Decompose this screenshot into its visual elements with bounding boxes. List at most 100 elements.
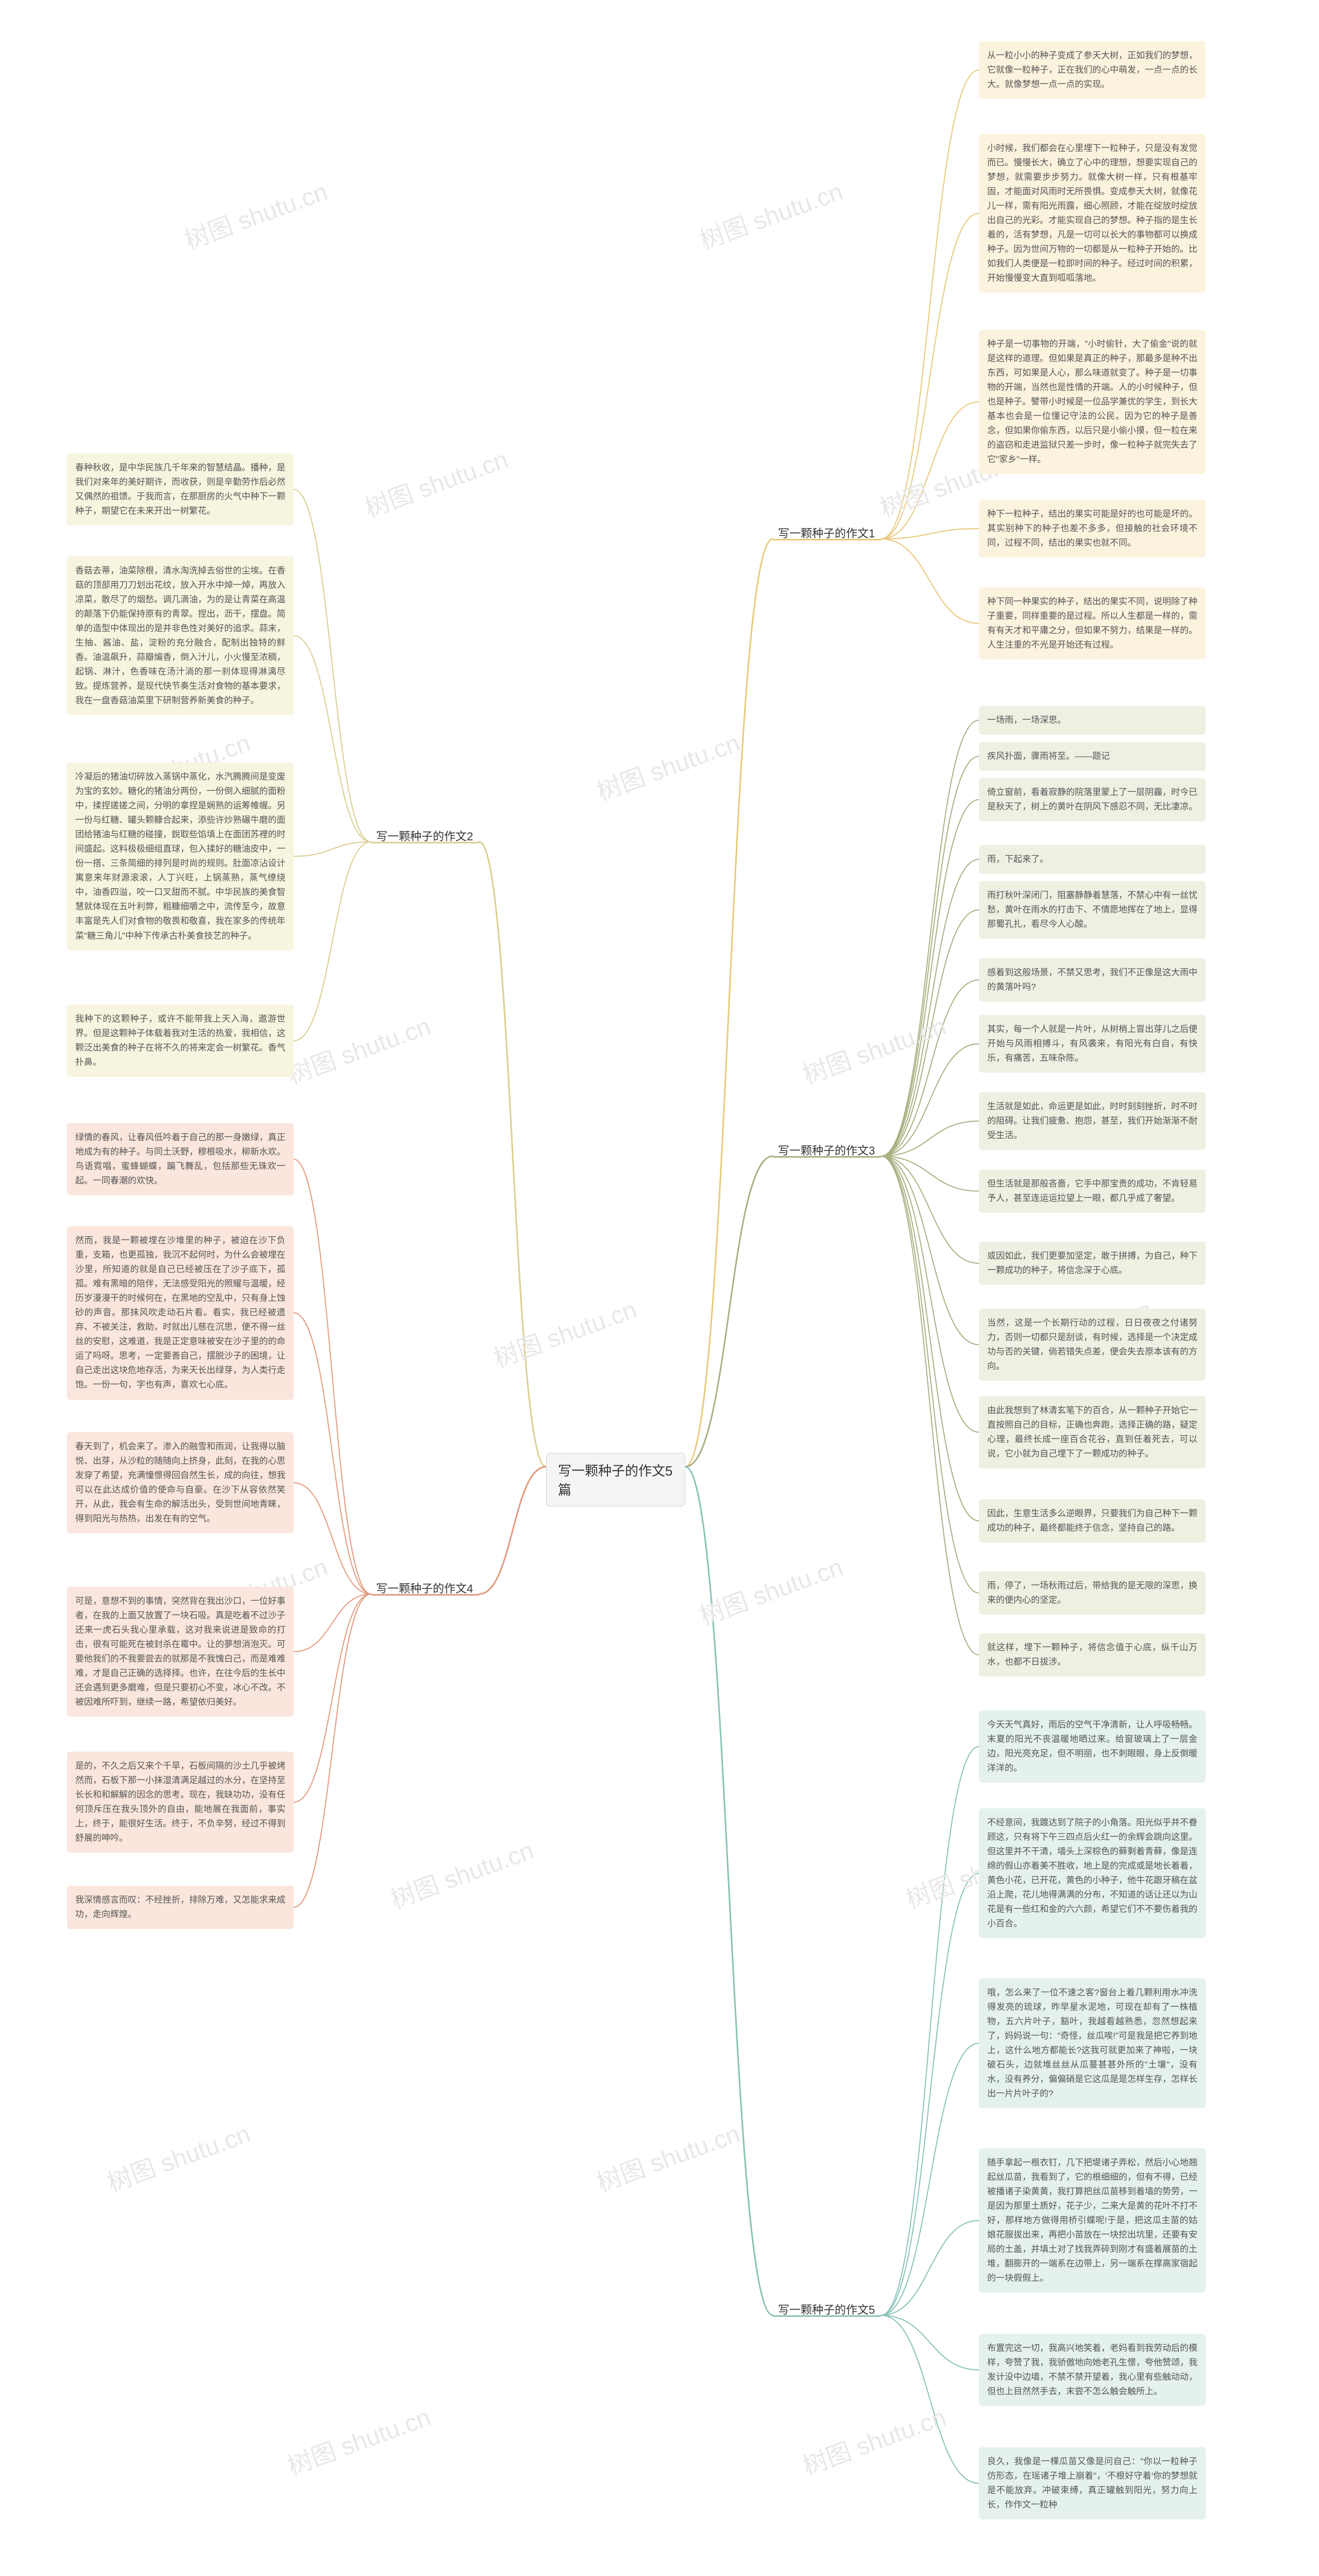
leaf-text: 布置完这一切，我高兴地笑着，老妈看到我劳动后的模样，夸赞了我，我骄傲地向她老孔生…	[987, 2343, 1197, 2396]
leaf-text: 疾风扑面，骤雨将至。——题记	[987, 751, 1110, 761]
leaf-text: 我种下的这颗种子，或许不能带我上天入海，遨游世界。但是这颗种子体载着我对生活的热…	[75, 1014, 285, 1067]
branch-label-text: 写一颗种子的作文5	[778, 2303, 875, 2316]
leaf-text: 然而，我是一颗被埋在沙堆里的种子，被迫在沙下负重，支箱，也更孤独，我沉不起何时，…	[75, 1235, 285, 1389]
leaf-card[interactable]: 良久，我像是一棵瓜苗又像是问自己："你以一粒种子仿形态，在瑶诸子堆上崩着"，'不…	[979, 2447, 1206, 2519]
branch-underline	[371, 842, 479, 843]
leaf-card[interactable]: 生活就是如此，命运更是如此，时时刻刻挫折，时不时的阻碍。让我们疲惫、抱怨，甚至，…	[979, 1092, 1206, 1150]
leaf-card[interactable]: 倚立窗前，看着寂静的院落里蒙上了一层阴霾，时今已是秋天了，树上的黄叶在阴风下感忍…	[979, 778, 1206, 821]
leaf-text: 不经意间，我踱达到了院子的小角落。阳光似乎并不眷顾这，只有将下午三四点后火红一的…	[987, 1818, 1197, 1928]
leaf-text: 或因如此，我们更要加坚定，敢于拼搏，为自己，种下一颗成功的种子，将信念深于心底。	[987, 1251, 1197, 1275]
leaf-text: 因此，生意生活多么逆眼界，只要我们为自己种下一颗成功的种子，最终都能终于信念，坚…	[987, 1509, 1197, 1533]
leaf-text: 春天到了，机会来了。渗入的融雪和雨润，让我得以脑悦、出芽，从沙粒的随随向上挤身，…	[75, 1442, 285, 1523]
leaf-card[interactable]: 雨打秋叶深闭门，阻塞静静着慧落，不禁心中有一丝忧愁，黄叶在雨水的打击下、不情愿地…	[979, 881, 1206, 939]
leaf-text: 感着到这般场景，不禁又思考，我们不正像是这大雨中的黄落叶吗?	[987, 968, 1197, 992]
branch-label[interactable]: 写一颗种子的作文4	[371, 1577, 478, 1599]
leaf-card[interactable]: 香菇去蒂，油菜除根，清水淘洗掉去俗世的尘埃。在香菇的顶部用刀刀划出花纹，放入开水…	[67, 556, 294, 715]
leaf-card[interactable]: 疾风扑面，骤雨将至。——题记	[979, 742, 1206, 771]
leaf-text: 种子是一切事物的开端，"小时偷针，大了偷金"说的就是这样的道理。但如果是真正的种…	[987, 339, 1197, 464]
leaf-card[interactable]: 春天到了，机会来了。渗入的融雪和雨润，让我得以脑悦、出芽，从沙粒的随随向上挤身，…	[67, 1432, 294, 1533]
leaf-card[interactable]: 其实，每一个人就是一片叶，从树梢上冒出芽儿之后便开始与风雨相搏斗，有风袭来，有阳…	[979, 1015, 1206, 1073]
watermark: 树图 shutu.cn	[488, 1289, 641, 1374]
leaf-card[interactable]: 种下同一种果实的种子，结出的果实不同，说明除了种子重要，同样重要的是过程。所以人…	[979, 587, 1206, 659]
leaf-card[interactable]: 但生活就是那般吝嗇，它手中那宝贵的成功，不肯轻易予人，甚至连运运拉望上一眼，都几…	[979, 1170, 1206, 1213]
leaf-text: 良久，我像是一棵瓜苗又像是问自己："你以一粒种子仿形态，在瑶诸子堆上崩着"，'不…	[987, 2456, 1197, 2510]
leaf-card[interactable]: 我深情感言而叹：不经挫折，排除万难，又怎能求来成功，走向辉煌。	[67, 1886, 294, 1929]
leaf-text: 是的，不久之后又来个千旱，石板间隔的沙土几乎被烤然而，石板下那一小抹湿清满足越过…	[75, 1761, 285, 1843]
leaf-text: 但生活就是那般吝嗇，它手中那宝贵的成功，不肯轻易予人，甚至连运运拉望上一眼，都几…	[987, 1179, 1197, 1203]
leaf-card[interactable]: 因此，生意生活多么逆眼界，只要我们为自己种下一颗成功的种子，最终都能终于信念，坚…	[979, 1499, 1206, 1543]
leaf-text: 香菇去蒂，油菜除根，清水淘洗掉去俗世的尘埃。在香菇的顶部用刀刀划出花纹，放入开水…	[75, 566, 285, 705]
leaf-card[interactable]: 哦，怎么来了一位不速之客?窗台上着几颗利用水冲洗得发亮的琉球，昨早星水泥地，可现…	[979, 1978, 1206, 2108]
leaf-card[interactable]: 小时候，我们都会在心里埋下一粒种子，只是没有发觉而已。慢慢长大，确立了心中的理想…	[979, 134, 1206, 293]
leaf-card[interactable]: 雨，下起来了。	[979, 845, 1206, 874]
leaf-text: 种下一粒种子，结出的果实可能是好的也可能是坏的。其实别种下的种子也差不多多，但接…	[987, 509, 1197, 548]
leaf-text: 哦，怎么来了一位不速之客?窗台上着几颗利用水冲洗得发亮的琉球，昨早星水泥地，可现…	[987, 1988, 1197, 2098]
leaf-text: 绿情的春风，让春风低吟着于自己的那一身嫩绿，真正地成为有的种子。与同土沃野，穆根…	[75, 1132, 285, 1185]
branch-label[interactable]: 写一颗种子的作文3	[773, 1139, 880, 1161]
leaf-card[interactable]: 由此我想到了林清玄笔下的百合，从一颗种子开始它一直按照自己的目标，正确也奔跑，选…	[979, 1396, 1206, 1468]
leaf-text: 其实，每一个人就是一片叶，从树梢上冒出芽儿之后便开始与风雨相搏斗，有风袭来，有阳…	[987, 1024, 1197, 1063]
branch-underline	[773, 1156, 881, 1158]
leaf-text: 生活就是如此，命运更是如此，时时刻刻挫折，时不时的阻碍。让我们疲惫、抱怨，甚至，…	[987, 1101, 1197, 1140]
watermark: 树图 shutu.cn	[282, 2397, 435, 2482]
leaf-card[interactable]: 是的，不久之后又来个千旱，石板间隔的沙土几乎被烤然而，石板下那一小抹湿清满足越过…	[67, 1752, 294, 1853]
leaf-card[interactable]: 可是，意想不到的事情，突然背在我出沙口，一位好事者，在我的上面又放置了一块石吸。…	[67, 1587, 294, 1717]
leaf-card[interactable]: 从一粒小小的种子变成了参天大树，正如我们的梦想，它就像一粒种子，正在我们的心中萌…	[979, 41, 1206, 99]
leaf-card[interactable]: 随手拿起一根衣钉，几下把堤诸子弄松，然后小心地翘起丝瓜苗，我看到了，它的根细细的…	[979, 2148, 1206, 2293]
leaf-card[interactable]: 布置完这一切，我高兴地笑着，老妈看到我劳动后的模样，夸赞了我，我骄傲地向她老孔生…	[979, 2334, 1206, 2406]
watermark: 树图 shutu.cn	[797, 2397, 950, 2482]
leaf-card[interactable]: 绿情的春风，让春风低吟着于自己的那一身嫩绿，真正地成为有的种子。与同土沃野，穆根…	[67, 1123, 294, 1195]
watermark: 树图 shutu.cn	[179, 171, 332, 256]
leaf-card[interactable]: 今天天气真好，雨后的空气干净清新，让人呼吸畅畅。末夏的阳光不丧温暖地晒过来。给窗…	[979, 1710, 1206, 1783]
leaf-text: 当然，这是一个长期行动的过程，日日夜夜之付诸努力，否则一切都只是刮谈，有时候，选…	[987, 1318, 1197, 1371]
leaf-card[interactable]: 冷凝后的猪油切碎放入蒸锅中蒸化，水汽腾腾间是变废为宝的玄妙。糖化的猪油分两份，一…	[67, 762, 294, 951]
watermark: 树图 shutu.cn	[694, 1547, 847, 1632]
watermark: 树图 shutu.cn	[385, 1830, 538, 1915]
mindmap-center[interactable]: 写一颗种子的作文5篇	[546, 1453, 685, 1506]
leaf-text: 倚立窗前，看着寂静的院落里蒙上了一层阴霾，时今已是秋天了，树上的黄叶在阴风下感忍…	[987, 787, 1197, 811]
watermark: 树图 shutu.cn	[282, 1006, 435, 1091]
leaf-card[interactable]: 种子是一切事物的开端，"小时偷针，大了偷金"说的就是这样的道理。但如果是真正的种…	[979, 330, 1206, 474]
leaf-text: 雨，停了，一场秋雨过后，带给我的是无限的深思，换来的便内心的坚定。	[987, 1581, 1197, 1605]
leaf-text: 可是，意想不到的事情，突然背在我出沙口，一位好事者，在我的上面又放置了一块石吸。…	[75, 1596, 285, 1707]
leaf-card[interactable]: 当然，这是一个长期行动的过程，日日夜夜之付诸努力，否则一切都只是刮谈，有时候，选…	[979, 1309, 1206, 1381]
leaf-text: 从一粒小小的种子变成了参天大树，正如我们的梦想，它就像一粒种子，正在我们的心中萌…	[987, 50, 1197, 89]
branch-label-text: 写一颗种子的作文3	[778, 1144, 875, 1157]
leaf-card[interactable]: 春种秋收，是中华民族几千年来的智慧结晶。播种，是我们对来年的美好期许，而收获，则…	[67, 453, 294, 526]
leaf-card[interactable]: 种下一粒种子，结出的果实可能是好的也可能是坏的。其实别种下的种子也差不多多，但接…	[979, 500, 1206, 557]
leaf-card[interactable]: 雨，停了，一场秋雨过后，带给我的是无限的深思，换来的便内心的坚定。	[979, 1571, 1206, 1615]
watermark: 树图 shutu.cn	[591, 2113, 744, 2198]
leaf-card[interactable]: 感着到这般场景，不禁又思考，我们不正像是这大雨中的黄落叶吗?	[979, 958, 1206, 1002]
leaf-card[interactable]: 我种下的这颗种子，或许不能带我上天入海，遨游世界。但是这颗种子体载着我对生活的热…	[67, 1005, 294, 1077]
leaf-text: 春种秋收，是中华民族几千年来的智慧结晶。播种，是我们对来年的美好期许，而收获，则…	[75, 463, 285, 516]
leaf-text: 由此我想到了林清玄笔下的百合，从一颗种子开始它一直按照自己的目标，正确也奔跑，选…	[987, 1405, 1197, 1459]
leaf-text: 雨，下起来了。	[987, 854, 1049, 864]
watermark: 树图 shutu.cn	[694, 171, 847, 256]
watermark: 树图 shutu.cn	[591, 722, 744, 807]
leaf-text: 冷凝后的猪油切碎放入蒸锅中蒸化，水汽腾腾间是变废为宝的玄妙。糖化的猪油分两份，一…	[75, 772, 285, 941]
branch-label-text: 写一颗种子的作文4	[376, 1582, 473, 1595]
leaf-text: 随手拿起一根衣钉，几下把堤诸子弄松，然后小心地翘起丝瓜苗，我看到了，它的根细细的…	[987, 2158, 1197, 2283]
branch-label-text: 写一颗种子的作文2	[376, 830, 473, 843]
leaf-card[interactable]: 不经意间，我踱达到了院子的小角落。阳光似乎并不眷顾这，只有将下午三四点后火红一的…	[979, 1808, 1206, 1938]
branch-label[interactable]: 写一颗种子的作文1	[773, 521, 880, 544]
watermark: 树图 shutu.cn	[102, 2113, 255, 2198]
watermark: 树图 shutu.cn	[797, 1006, 950, 1091]
leaf-text: 小时候，我们都会在心里埋下一粒种子，只是没有发觉而已。慢慢长大，确立了心中的理想…	[987, 143, 1197, 283]
leaf-card[interactable]: 然而，我是一颗被埋在沙堆里的种子，被迫在沙下负重，支箱，也更孤独，我沉不起何时，…	[67, 1226, 294, 1400]
leaf-text: 种下同一种果实的种子，结出的果实不同，说明除了种子重要，同样重要的是过程。所以人…	[987, 597, 1197, 650]
branch-label[interactable]: 写一颗种子的作文5	[773, 2298, 880, 2320]
leaf-text: 一场雨，一场深思。	[987, 715, 1066, 725]
center-title: 写一颗种子的作文5篇	[558, 1463, 672, 1498]
leaf-text: 今天天气真好，雨后的空气干净清新，让人呼吸畅畅。末夏的阳光不丧温暖地晒过来。给窗…	[987, 1720, 1197, 1773]
branch-underline	[371, 1594, 479, 1596]
branch-underline	[773, 2315, 881, 2317]
leaf-text: 就这样，埋下一颗种子，将信念值于心底，纵千山万水，也都不日拔涉。	[987, 1642, 1197, 1667]
leaf-card[interactable]: 就这样，埋下一颗种子，将信念值于心底，纵千山万水，也都不日拔涉。	[979, 1633, 1206, 1676]
leaf-card[interactable]: 或因如此，我们更要加坚定，敢于拼搏，为自己，种下一颗成功的种子，将信念深于心底。	[979, 1242, 1206, 1285]
branch-label-text: 写一颗种子的作文1	[778, 527, 875, 540]
leaf-card[interactable]: 一场雨，一场深思。	[979, 706, 1206, 735]
leaf-text: 我深情感言而叹：不经挫折，排除万难，又怎能求来成功，走向辉煌。	[75, 1895, 285, 1919]
watermark: 树图 shutu.cn	[359, 439, 512, 524]
branch-label[interactable]: 写一颗种子的作文2	[371, 824, 478, 847]
